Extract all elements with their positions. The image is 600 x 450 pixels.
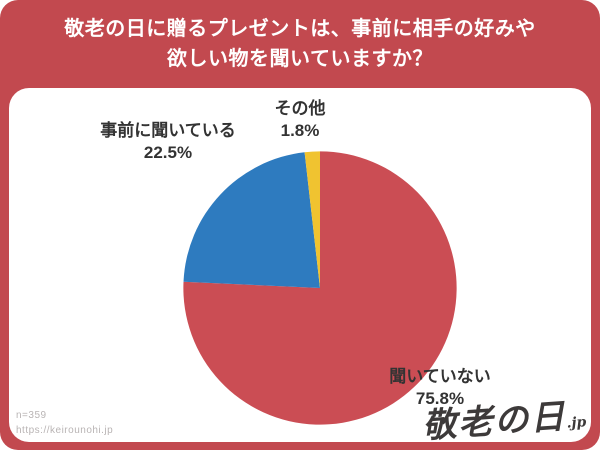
label-other: その他 1.8% <box>245 98 355 142</box>
pie-slice-1 <box>183 152 320 288</box>
label-not-ask-pct: 75.8% <box>415 389 465 408</box>
page-header: 敬老の日に贈るプレゼントは、事前に相手の好みや 欲しい物を聞いていますか？ <box>0 0 600 88</box>
label-ask-before-pct: 22.5% <box>143 143 193 162</box>
sample-size: n=359 <box>16 410 47 421</box>
pie-chart <box>183 151 457 425</box>
label-other-pct: 1.8% <box>280 121 320 140</box>
source-url: https://keirounohi.jp <box>16 425 114 436</box>
label-other-name: その他 <box>274 99 326 118</box>
pie-slice-0 <box>183 151 457 425</box>
page-title-line1: 敬老の日に贈るプレゼントは、事前に相手の好みや <box>64 18 536 40</box>
label-not-ask-name: 聞いていない <box>389 367 491 386</box>
label-not-ask: 聞いていない 75.8% <box>378 366 502 410</box>
site-logo-suffix: .jp <box>566 414 588 432</box>
pie-chart-container <box>182 150 458 426</box>
label-ask-before: 事前に聞いている 22.5% <box>88 120 248 164</box>
page-title-line2: 欲しい物を聞いていますか？ <box>167 48 433 70</box>
label-ask-before-name: 事前に聞いている <box>100 121 236 140</box>
footer-meta: n=359 https://keirounohi.jp <box>16 408 113 438</box>
pie-slice-2 <box>304 151 320 288</box>
